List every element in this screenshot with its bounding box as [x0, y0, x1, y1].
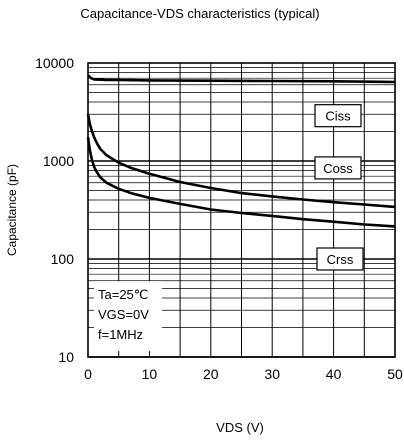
series-label-box — [314, 156, 362, 180]
x-tick-label: 0 — [84, 366, 92, 382]
x-tick-label: 50 — [387, 366, 403, 382]
plot-frame — [87, 62, 396, 358]
y-axis-label: Capacitance (pF) — [5, 164, 19, 256]
y-tick-label: 10 — [58, 349, 74, 365]
y-tick-label: 1000 — [43, 153, 74, 169]
series-label: Ciss — [325, 109, 351, 124]
condition-text: Ta=25℃ — [98, 287, 148, 302]
x-tick-label: 30 — [264, 366, 280, 382]
series-label: Crss — [327, 252, 354, 267]
x-axis-label: VDS (V) — [216, 420, 264, 435]
x-tick-label: 20 — [203, 366, 219, 382]
y-tick-label: 100 — [51, 251, 75, 267]
series-label: Coss — [323, 161, 353, 176]
chart-title: Capacitance-VDS characteristics (typical… — [80, 6, 319, 21]
condition-text: VGS=0V — [98, 307, 149, 322]
series-label-box — [316, 247, 364, 271]
condition-text: f=1MHz — [98, 327, 143, 342]
series-line-ciss — [87, 74, 396, 84]
series-line-coss — [86, 113, 396, 209]
series-label-box — [314, 104, 362, 128]
x-tick-label: 40 — [326, 366, 342, 382]
y-tick-label: 10000 — [35, 55, 74, 71]
conditions-box — [94, 281, 162, 351]
series-line-crss — [86, 137, 396, 228]
x-tick-label: 10 — [142, 366, 158, 382]
